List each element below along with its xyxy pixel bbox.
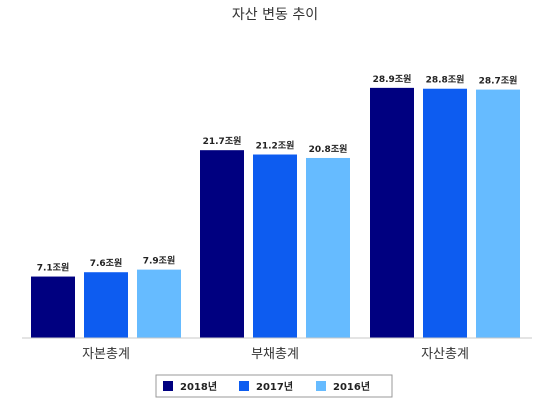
legend-label-2: 2017년 — [256, 380, 293, 393]
category-label-2: 부채총계 — [251, 347, 299, 362]
data-label-3-2: 28.8조원 — [426, 74, 465, 86]
data-label-1-3: 7.9조원 — [143, 255, 176, 267]
bar-2-2 — [253, 154, 297, 338]
data-label-3-3: 28.7조원 — [479, 75, 518, 87]
legend-swatch-2 — [239, 381, 249, 391]
chart-title: 자산 변동 추이 — [232, 7, 318, 23]
data-label-1-1: 7.1조원 — [37, 262, 70, 274]
data-labels-layer: 7.1조원 7.6조원 7.9조원 21.7조원 21.2조원 20.8조원 28.9조원 2… — [37, 73, 518, 274]
bars-layer — [31, 87, 520, 339]
legend-label-1: 2018년 — [180, 380, 217, 393]
data-label-3-1: 28.9조원 — [373, 73, 412, 85]
legend-box — [155, 374, 393, 398]
category-label-1: 자본총계 — [82, 347, 130, 362]
legend: 2018년 2017년 2016년 — [155, 374, 393, 398]
category-labels: 자본총계 부채총계 자산총계 — [82, 347, 469, 362]
bar-1-3 — [137, 269, 181, 338]
data-label-1-2: 7.6조원 — [90, 257, 123, 269]
data-label-2-1: 21.7조원 — [203, 135, 242, 147]
category-label-3: 자산총계 — [421, 347, 469, 362]
legend-swatch-1 — [163, 381, 173, 391]
bar-1-1 — [31, 276, 75, 338]
bar-3-3 — [476, 89, 520, 338]
bar-1-2 — [84, 272, 128, 338]
legend-swatch-3 — [316, 381, 326, 391]
legend-label-3: 2016년 — [333, 380, 370, 393]
data-label-2-3: 20.8조원 — [309, 143, 348, 155]
bar-3-1 — [370, 87, 414, 339]
bar-3-2 — [423, 88, 467, 338]
bar-2-1 — [200, 150, 244, 338]
data-label-2-2: 21.2조원 — [256, 140, 295, 152]
bar-2-3 — [306, 157, 350, 338]
